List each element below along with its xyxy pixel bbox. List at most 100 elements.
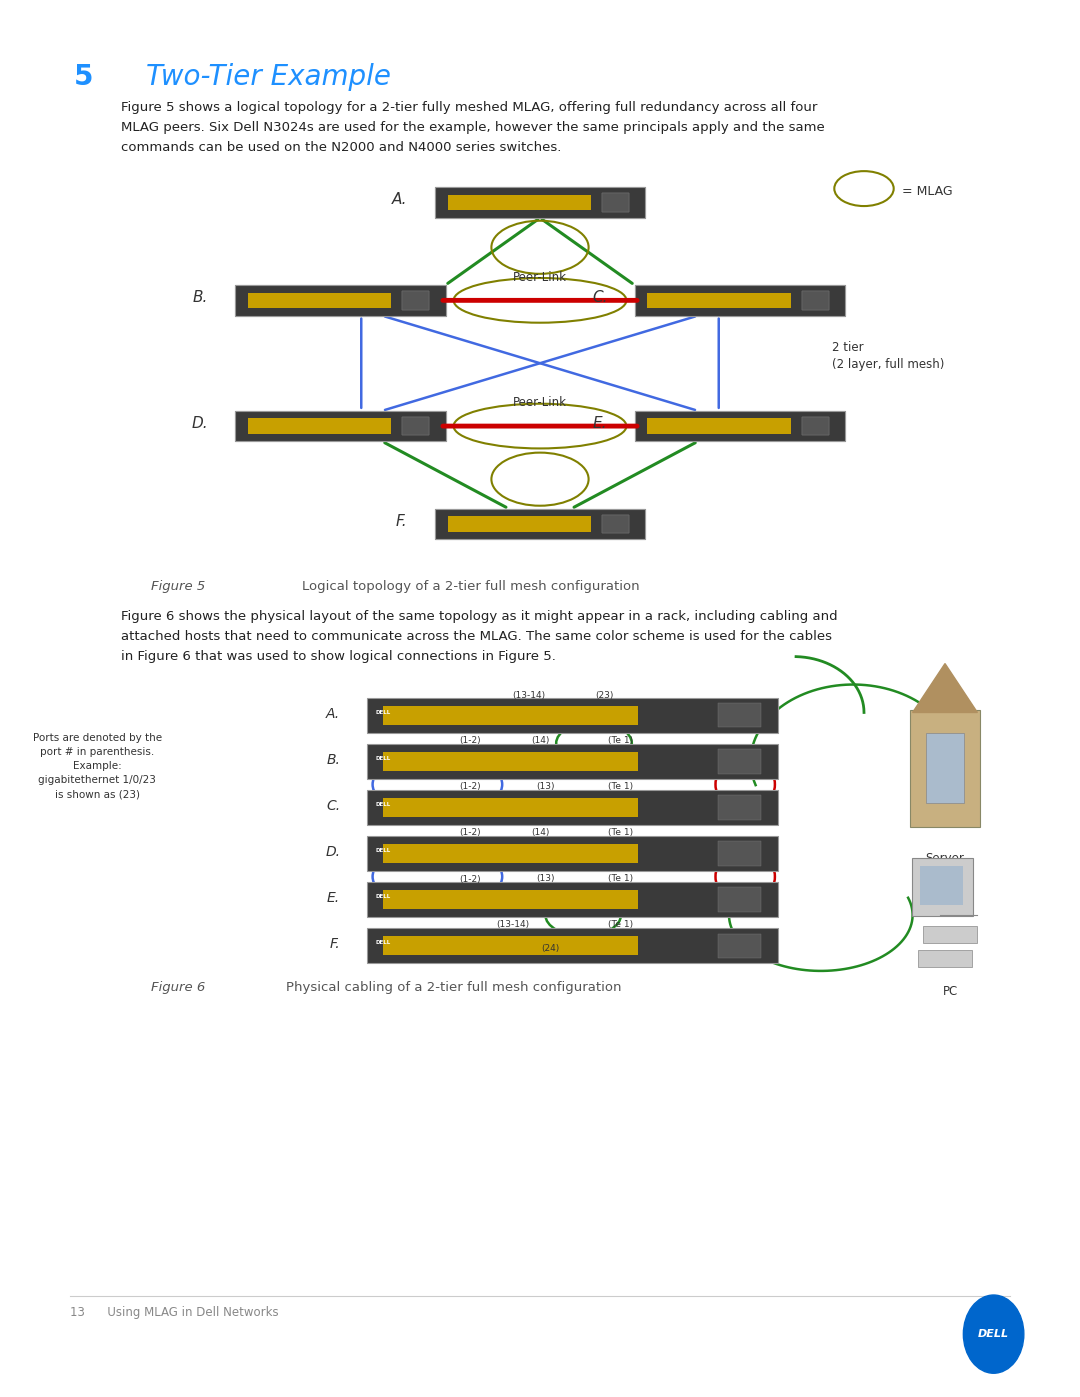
Text: B.: B.: [192, 291, 207, 305]
FancyBboxPatch shape: [603, 193, 629, 212]
FancyBboxPatch shape: [603, 193, 629, 212]
FancyBboxPatch shape: [635, 285, 846, 316]
Text: (Te 1): (Te 1): [608, 875, 634, 883]
FancyBboxPatch shape: [447, 515, 591, 532]
Text: (Te 1): (Te 1): [608, 736, 634, 745]
Text: D.: D.: [325, 845, 340, 859]
Text: 2 tier
(2 layer, full mesh): 2 tier (2 layer, full mesh): [832, 341, 944, 372]
FancyBboxPatch shape: [235, 411, 446, 441]
FancyBboxPatch shape: [648, 419, 791, 433]
Text: (14): (14): [530, 828, 550, 837]
FancyBboxPatch shape: [402, 291, 430, 310]
Circle shape: [963, 1295, 1024, 1373]
FancyBboxPatch shape: [918, 950, 972, 967]
FancyBboxPatch shape: [434, 187, 646, 218]
FancyBboxPatch shape: [248, 419, 391, 433]
FancyBboxPatch shape: [248, 293, 391, 307]
FancyBboxPatch shape: [235, 285, 446, 316]
FancyBboxPatch shape: [367, 743, 778, 780]
FancyBboxPatch shape: [635, 411, 846, 441]
Text: (13): (13): [536, 875, 555, 883]
Text: (1-2): (1-2): [459, 876, 481, 884]
FancyBboxPatch shape: [402, 416, 430, 436]
FancyBboxPatch shape: [923, 926, 977, 943]
FancyBboxPatch shape: [447, 194, 591, 210]
FancyBboxPatch shape: [718, 841, 761, 866]
FancyBboxPatch shape: [648, 419, 791, 433]
Text: 5: 5: [73, 63, 93, 91]
FancyBboxPatch shape: [367, 928, 778, 964]
FancyBboxPatch shape: [648, 293, 791, 307]
FancyBboxPatch shape: [235, 411, 446, 441]
Text: C.: C.: [592, 291, 607, 305]
Text: Logical topology of a 2-tier full mesh configuration: Logical topology of a 2-tier full mesh c…: [302, 580, 640, 592]
Text: Figure 6 shows the physical layout of the same topology as it might appear in a : Figure 6 shows the physical layout of th…: [121, 610, 838, 664]
FancyBboxPatch shape: [367, 835, 778, 872]
FancyBboxPatch shape: [248, 419, 391, 433]
Polygon shape: [913, 664, 977, 712]
Text: Server: Server: [926, 852, 964, 865]
Text: DELL: DELL: [376, 756, 391, 761]
FancyBboxPatch shape: [367, 883, 778, 918]
Text: E.: E.: [327, 891, 340, 905]
Text: DELL: DELL: [376, 894, 391, 900]
Text: DELL: DELL: [376, 802, 391, 807]
Text: Two-Tier Example: Two-Tier Example: [146, 63, 391, 91]
FancyBboxPatch shape: [434, 509, 646, 539]
Text: C.: C.: [326, 799, 340, 813]
Text: Ports are denoted by the
port # in parenthesis.
Example:
gigabitethernet 1/0/23
: Ports are denoted by the port # in paren…: [32, 733, 162, 799]
FancyBboxPatch shape: [367, 698, 778, 732]
FancyBboxPatch shape: [383, 752, 638, 771]
FancyBboxPatch shape: [926, 733, 964, 803]
Text: D.: D.: [191, 416, 207, 430]
Text: (13): (13): [536, 782, 555, 791]
FancyBboxPatch shape: [603, 514, 629, 534]
Text: E.: E.: [593, 416, 607, 430]
Text: (13-14): (13-14): [497, 921, 529, 929]
Text: A.: A.: [326, 707, 340, 721]
FancyBboxPatch shape: [802, 291, 829, 310]
Text: B.: B.: [326, 753, 340, 767]
FancyBboxPatch shape: [383, 890, 638, 909]
FancyBboxPatch shape: [802, 291, 829, 310]
FancyBboxPatch shape: [802, 416, 829, 436]
FancyBboxPatch shape: [383, 936, 638, 956]
Text: A.: A.: [392, 193, 407, 207]
Text: Figure 5 shows a logical topology for a 2-tier fully meshed MLAG, offering full : Figure 5 shows a logical topology for a …: [121, 101, 825, 154]
Text: (1-2): (1-2): [459, 828, 481, 837]
Text: (23): (23): [595, 692, 615, 700]
FancyBboxPatch shape: [603, 514, 629, 534]
Text: (Te 1): (Te 1): [608, 782, 634, 791]
Text: (24): (24): [542, 944, 559, 953]
FancyBboxPatch shape: [402, 291, 430, 310]
FancyBboxPatch shape: [648, 293, 791, 307]
FancyBboxPatch shape: [635, 411, 846, 441]
Text: 13      Using MLAG in Dell Networks: 13 Using MLAG in Dell Networks: [70, 1306, 279, 1319]
Text: (14): (14): [530, 736, 550, 745]
Text: F.: F.: [329, 937, 340, 951]
Text: = MLAG: = MLAG: [902, 184, 953, 198]
Text: Peer-Link: Peer-Link: [513, 271, 567, 284]
FancyBboxPatch shape: [718, 795, 761, 820]
Text: (1-2): (1-2): [459, 782, 481, 791]
FancyBboxPatch shape: [447, 194, 591, 210]
Text: (13-14): (13-14): [513, 692, 545, 700]
Text: DELL: DELL: [376, 848, 391, 854]
FancyBboxPatch shape: [447, 515, 591, 532]
FancyBboxPatch shape: [910, 710, 980, 827]
Text: DELL: DELL: [376, 940, 391, 946]
FancyBboxPatch shape: [802, 416, 829, 436]
FancyBboxPatch shape: [434, 187, 646, 218]
Text: Peer-Link: Peer-Link: [513, 397, 567, 409]
FancyBboxPatch shape: [383, 844, 638, 863]
FancyBboxPatch shape: [718, 933, 761, 958]
Text: DELL: DELL: [376, 710, 391, 715]
FancyBboxPatch shape: [920, 866, 963, 905]
Text: Figure 5: Figure 5: [151, 580, 205, 592]
FancyBboxPatch shape: [367, 791, 778, 824]
FancyBboxPatch shape: [235, 285, 446, 316]
FancyBboxPatch shape: [248, 293, 391, 307]
Text: DELL: DELL: [978, 1329, 1009, 1340]
FancyBboxPatch shape: [402, 416, 430, 436]
Text: PC: PC: [943, 985, 958, 997]
